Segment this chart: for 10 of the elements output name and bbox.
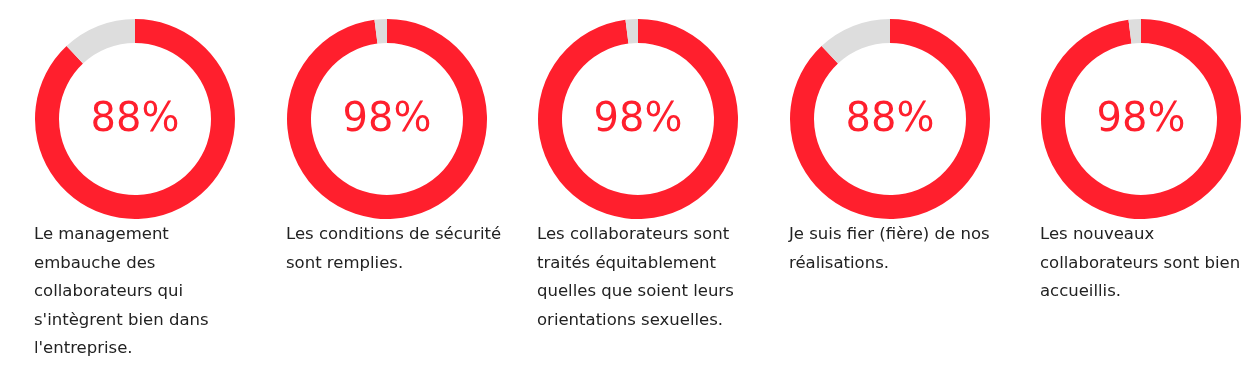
text: Je suis fier (fière) de nos réalisations. [789, 223, 991, 274]
data-label: 88% [90, 94, 180, 141]
data-label: 88% [845, 94, 935, 141]
data-label: 98% [1096, 94, 1186, 141]
text: Le management embauche des collaborateurs qui s'intègrent bien dans l'entreprise. [34, 223, 210, 359]
text: Les conditions de sécurité sont remplies. [286, 223, 503, 274]
data-label: 98% [593, 94, 683, 141]
text: Les collaborateurs sont traités équitablement quelles que soient leurs orientations sexuelles. [537, 223, 735, 331]
data-label: 98% [342, 94, 432, 141]
text: Les nouveaux collaborateurs sont bien accueillis. [1040, 223, 1242, 302]
